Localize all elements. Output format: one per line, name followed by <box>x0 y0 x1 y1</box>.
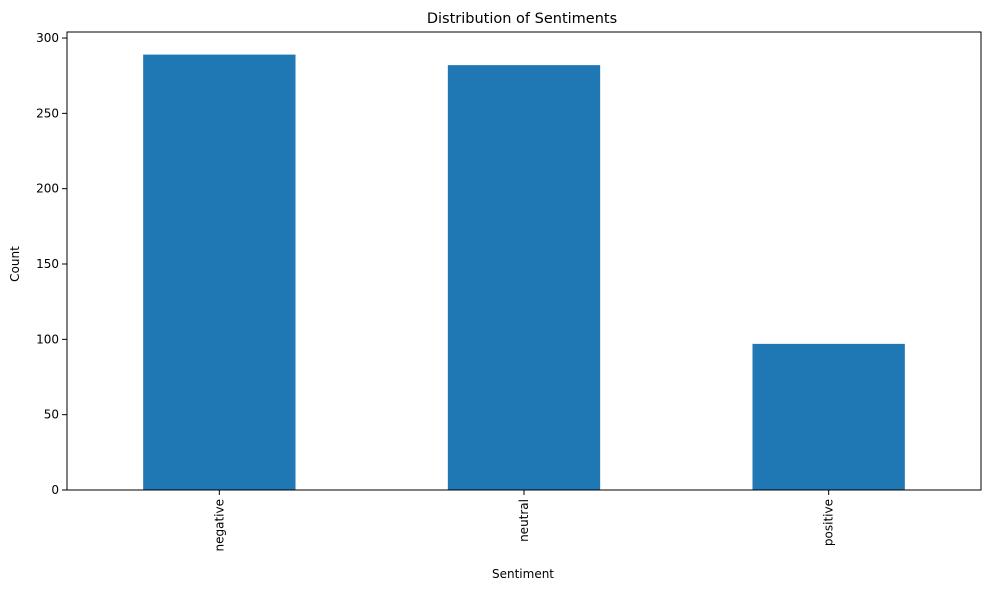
bar-negative <box>143 54 296 490</box>
x-tick-label: neutral <box>517 499 531 542</box>
y-tick-label: 250 <box>36 106 59 120</box>
y-axis-label: Count <box>8 246 22 282</box>
y-tick-label: 300 <box>36 31 59 45</box>
bar-neutral <box>447 65 601 490</box>
y-tick-label: 50 <box>44 408 59 422</box>
y-tick-label: 150 <box>36 257 59 271</box>
bar-positive <box>752 343 905 490</box>
x-tick-label: positive <box>822 499 836 546</box>
y-tick-label: 200 <box>36 182 59 196</box>
x-tick-label: negative <box>212 499 226 551</box>
plot-area: 0 50 100 150 200 250 300 negative neutral positiv… <box>36 31 982 551</box>
y-tick-label: 0 <box>51 483 59 497</box>
chart-title: Distribution of Sentiments <box>427 11 617 27</box>
y-tick-label: 100 <box>36 332 59 346</box>
x-axis-label: Sentiment <box>492 567 554 581</box>
